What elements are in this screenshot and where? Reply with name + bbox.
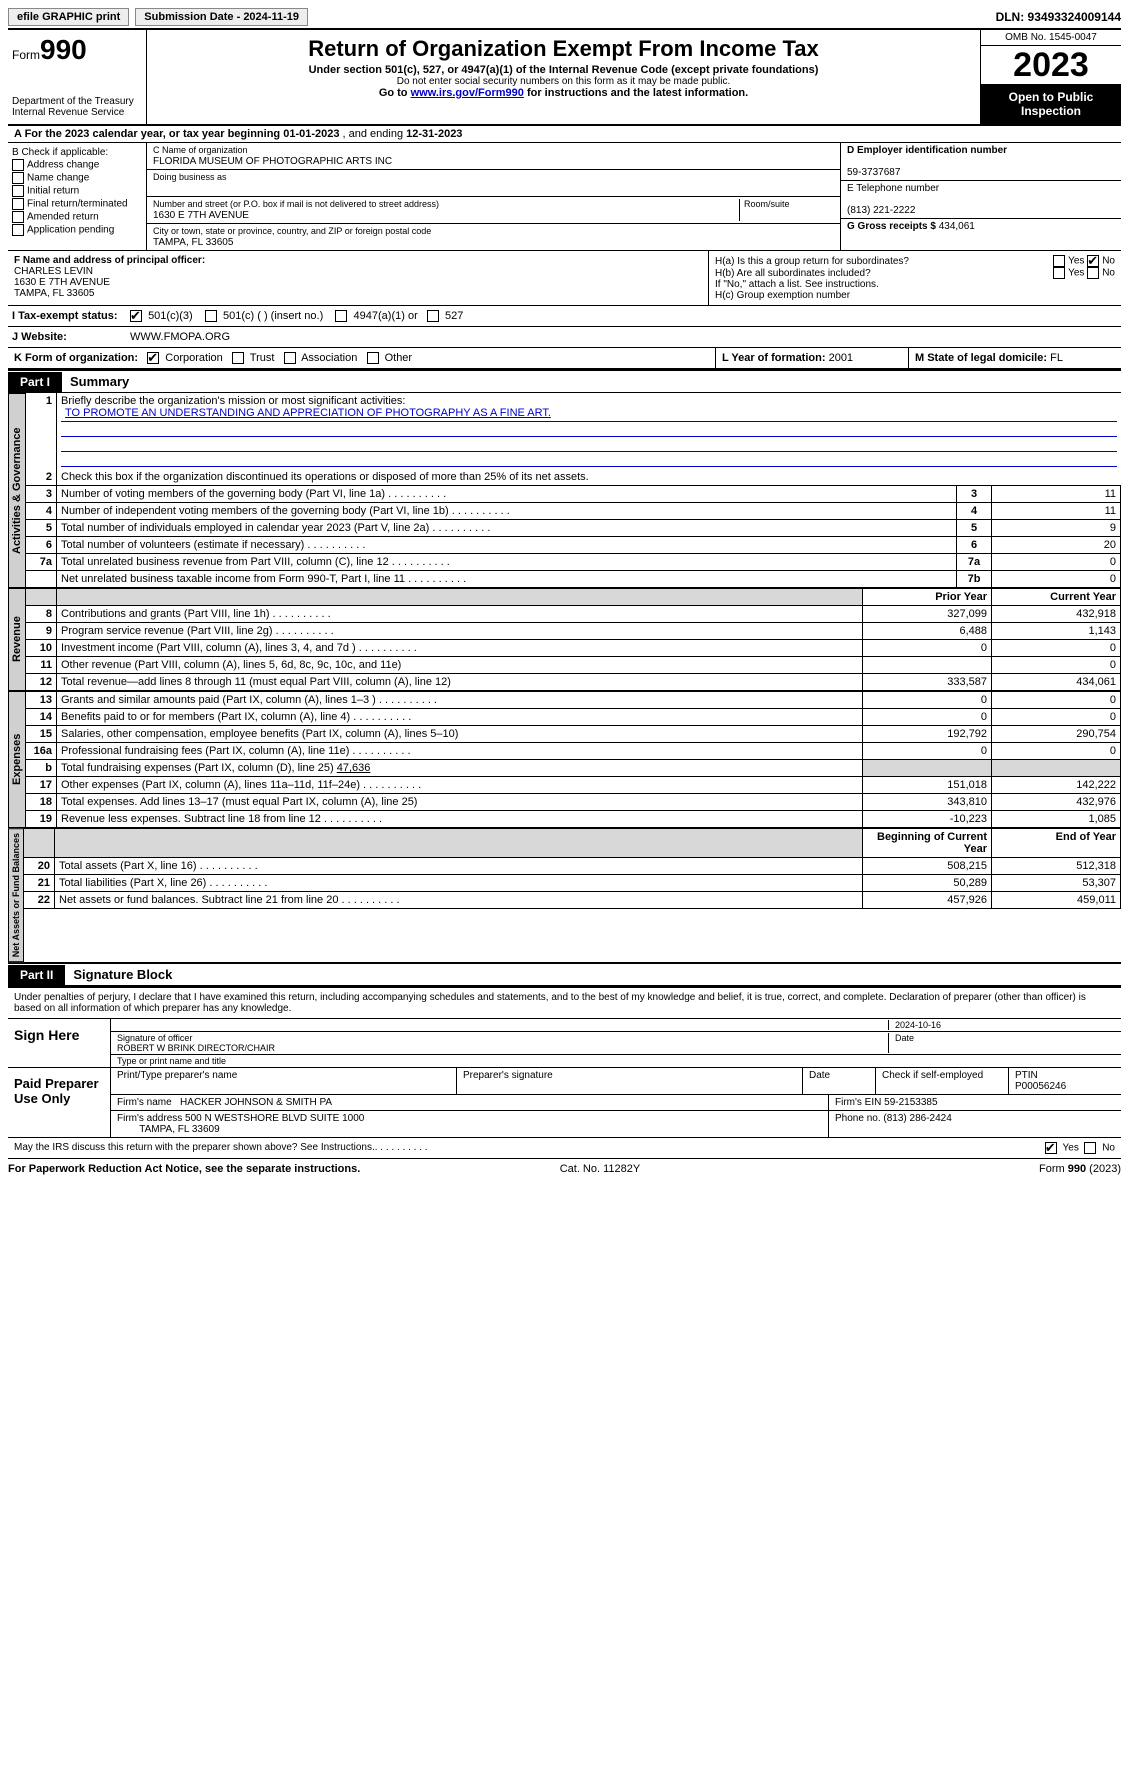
top-bar: efile GRAPHIC print Submission Date - 20…	[8, 8, 1121, 30]
phone-value: (813) 221-2222	[847, 205, 915, 216]
officer-h-row: F Name and address of principal officer:…	[8, 251, 1121, 306]
side-revenue: Revenue	[8, 588, 26, 691]
discuss-row: May the IRS discuss this return with the…	[8, 1138, 1121, 1158]
omb-number: OMB No. 1545-0047	[981, 30, 1121, 46]
sign-here-row: Sign Here 2024-10-16 Signature of office…	[8, 1019, 1121, 1068]
col-b-checkboxes: B Check if applicable: Address change Na…	[8, 143, 147, 250]
mission-text: TO PROMOTE AN UNDERSTANDING AND APPRECIA…	[61, 407, 1117, 422]
ssn-notice: Do not enter social security numbers on …	[153, 76, 974, 87]
website-row: J Website: WWW.FMOPA.ORG	[8, 327, 1121, 348]
line-a-tax-year: A For the 2023 calendar year, or tax yea…	[8, 126, 1121, 143]
org-city: TAMPA, FL 33605	[153, 237, 233, 248]
tax-exempt-status: I Tax-exempt status: 501(c)(3) 501(c) ( …	[8, 306, 1121, 327]
footer: For Paperwork Reduction Act Notice, see …	[8, 1158, 1121, 1175]
side-net-assets: Net Assets or Fund Balances	[8, 828, 24, 962]
irs-link[interactable]: www.irs.gov/Form990	[411, 87, 524, 99]
tax-year: 2023	[981, 46, 1121, 84]
expenses-table: 13Grants and similar amounts paid (Part …	[26, 691, 1121, 828]
side-expenses: Expenses	[8, 691, 26, 828]
form-number: Form990	[12, 34, 142, 66]
org-name: FLORIDA MUSEUM OF PHOTOGRAPHIC ARTS INC	[153, 156, 392, 167]
efile-print-button[interactable]: efile GRAPHIC print	[8, 8, 129, 26]
governance-table: 1 Briefly describe the organization's mi…	[26, 393, 1121, 588]
gross-receipts: 434,061	[939, 221, 975, 232]
goto-line: Go to www.irs.gov/Form990 for instructio…	[153, 87, 974, 99]
form-header: Form990 Department of the Treasury Inter…	[8, 30, 1121, 126]
dln-label: DLN: 93493324009144	[996, 10, 1121, 24]
website-value: WWW.FMOPA.ORG	[130, 331, 230, 343]
ein-value: 59-3737687	[847, 167, 900, 178]
part2-header: Part II Signature Block	[8, 962, 1121, 986]
identity-block: B Check if applicable: Address change Na…	[8, 143, 1121, 251]
dept-label: Department of the Treasury Internal Reve…	[12, 96, 142, 118]
form-subtitle: Under section 501(c), 527, or 4947(a)(1)…	[153, 64, 974, 76]
net-assets-table: Beginning of Current YearEnd of Year 20T…	[24, 828, 1121, 909]
perjury-text: Under penalties of perjury, I declare th…	[8, 988, 1121, 1019]
revenue-table: Prior YearCurrent Year 8Contributions an…	[26, 588, 1121, 691]
officer-signature-name: ROBERT W BRINK DIRECTOR/CHAIR	[117, 1043, 275, 1053]
paid-preparer-row: Paid Preparer Use Only Print/Type prepar…	[8, 1068, 1121, 1138]
org-address: 1630 E 7TH AVENUE	[153, 210, 249, 221]
side-governance: Activities & Governance	[8, 393, 26, 588]
officer-name: CHARLES LEVIN	[14, 266, 93, 277]
org-form-row: K Form of organization: Corporation Trus…	[8, 348, 1121, 369]
form-title: Return of Organization Exempt From Incom…	[153, 36, 974, 62]
submission-date-label: Submission Date - 2024-11-19	[135, 8, 308, 26]
open-public-badge: Open to Public Inspection	[981, 84, 1121, 124]
part1-header: Part I Summary	[8, 369, 1121, 393]
